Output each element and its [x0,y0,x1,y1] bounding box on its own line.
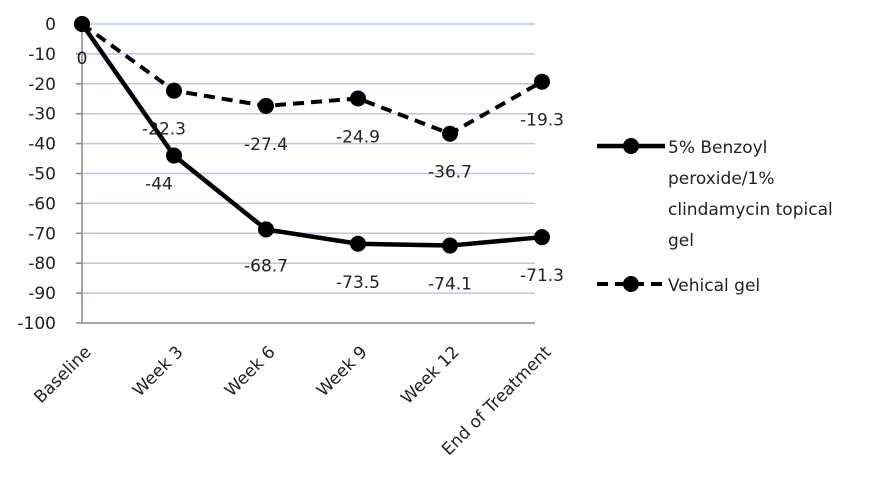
x-tick-label: Week 6 [221,342,280,401]
data-label-vehical-gel: -19.3 [520,111,564,131]
data-point-vehical-gel [350,90,366,107]
data-point-vehical-gel [442,125,458,142]
legend-marker-vehical-gel [623,276,639,292]
y-tick-label: -30 [28,105,56,125]
y-tick-label: -70 [28,224,56,244]
y-tick-label: -50 [28,165,56,185]
y-tick-label: -20 [28,75,56,95]
x-tick-label: Baseline [30,342,95,407]
data-label-treatment: -73.5 [336,273,380,293]
data-label-vehical-gel: -27.4 [244,135,288,155]
data-point-treatment [166,147,182,164]
data-label-vehical-gel: -22.3 [142,120,186,140]
legend-label-vehical-gel: Vehical gel [668,276,760,296]
data-point-treatment [350,235,366,252]
y-tick-label: -40 [28,135,56,155]
legend-marker-treatment [623,138,639,154]
data-point-treatment [258,221,274,238]
data-label-treatment: -44 [145,175,173,195]
legend-label-treatment: 5% Benzoyl [668,138,767,158]
series-line-treatment [80,22,543,248]
series-line-vehical-gel [80,22,543,136]
data-label-vehical-gel: -24.9 [336,127,380,147]
legend-label-treatment: peroxide/1% [668,169,774,189]
legend-label-treatment: clindamycin topical [668,200,833,220]
data-label-treatment: -74.1 [428,275,472,295]
data-point-treatment [534,229,550,246]
x-tick-label: Week 9 [313,342,372,401]
y-tick-label: -80 [28,254,56,274]
data-point-vehical-gel [74,16,90,32]
x-tick-label: Week 12 [397,342,463,408]
x-tick-label: Week 3 [129,342,188,401]
data-point-vehical-gel [534,73,550,90]
y-tick-label: -90 [28,284,56,304]
y-tick-label: -10 [28,45,56,65]
data-label-vehical-gel: -36.7 [428,163,472,183]
y-tick-label: -100 [17,314,56,334]
data-label-treatment: -68.7 [244,256,288,276]
data-point-vehical-gel [258,97,274,114]
y-tick-label: 0 [45,15,56,35]
data-point-vehical-gel [166,82,182,99]
legend-label-treatment: gel [668,231,694,251]
data-point-treatment [442,237,458,254]
y-tick-label: -60 [28,194,56,214]
data-label-treatment: 0 [77,49,88,69]
data-label-treatment: -71.3 [520,266,564,286]
